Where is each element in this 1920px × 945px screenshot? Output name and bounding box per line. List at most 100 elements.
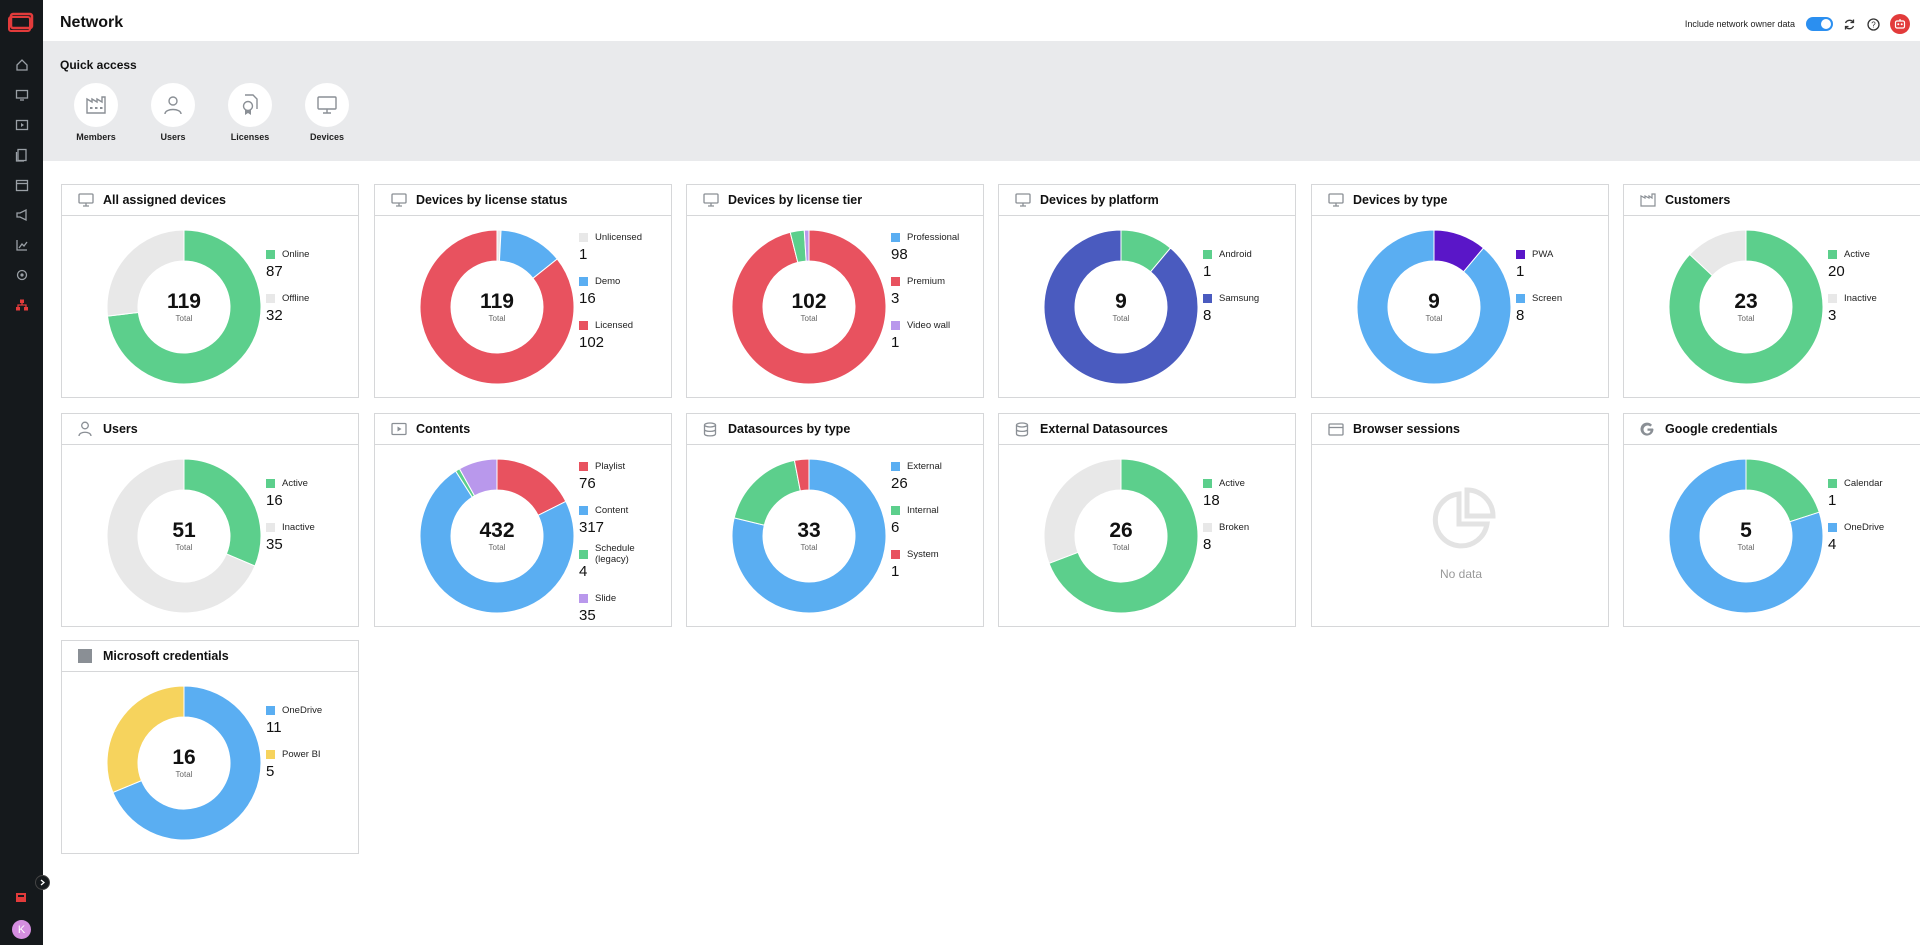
legend-item[interactable]: Active 18	[1203, 476, 1249, 520]
database-icon	[703, 421, 719, 437]
owner-data-toggle[interactable]	[1806, 17, 1833, 31]
widget-card[interactable]: External Datasources 26 Total Active 18 …	[998, 413, 1296, 627]
legend-item[interactable]: Playlist 76	[579, 459, 671, 503]
quick-access-members[interactable]: Members	[66, 83, 126, 142]
donut-segment[interactable]	[1048, 459, 1198, 613]
donut-segment[interactable]	[107, 230, 261, 384]
legend-item[interactable]: PWA 1	[1516, 247, 1562, 291]
network-icon[interactable]	[11, 294, 32, 315]
widget-card[interactable]: Devices by license tier 102 Total Profes…	[686, 184, 984, 398]
quick-access-licenses[interactable]: Licenses	[220, 83, 280, 142]
donut-segment[interactable]	[112, 686, 261, 840]
files-icon[interactable]	[11, 144, 32, 165]
legend-item[interactable]: Android 1	[1203, 247, 1259, 291]
legend-item[interactable]: Calendar 1	[1828, 476, 1884, 520]
legend-item[interactable]: Professional 98	[891, 230, 959, 274]
legend-item[interactable]: Power BI 5	[266, 747, 322, 791]
donut-total: 119	[167, 290, 201, 313]
legend-item[interactable]: Active 16	[266, 476, 315, 520]
legend-item[interactable]: Inactive 3	[1828, 291, 1877, 335]
donut-segment[interactable]	[1044, 230, 1198, 384]
legend-swatch	[891, 276, 900, 286]
legend-item[interactable]: System 1	[891, 547, 942, 591]
donut-segment[interactable]	[1689, 230, 1747, 277]
donut-segment[interactable]	[420, 230, 574, 384]
donut-segment[interactable]	[458, 459, 498, 497]
legend-item[interactable]: Content 317	[579, 503, 671, 547]
legend-item[interactable]: OneDrive 4	[1828, 520, 1884, 564]
donut-segment[interactable]	[107, 686, 185, 794]
donut-segment[interactable]	[1357, 230, 1511, 384]
donut-segment[interactable]	[1745, 459, 1820, 523]
widget-card[interactable]: Datasources by type 33 Total External 26…	[686, 413, 984, 627]
widget-card[interactable]: All assigned devices 119 Total Online 87…	[61, 184, 359, 398]
svg-text:?: ?	[1871, 20, 1876, 29]
refresh-icon[interactable]	[1842, 17, 1857, 32]
help-icon[interactable]: ?	[1866, 17, 1881, 32]
legend-swatch	[266, 705, 275, 715]
donut-segment[interactable]	[732, 230, 886, 384]
legend-item[interactable]: External 26	[891, 459, 942, 503]
legend-item[interactable]: Broken 8	[1203, 520, 1249, 564]
widget-card[interactable]: Google credentials 5 Total Calendar 1 On…	[1623, 413, 1920, 627]
legend-value: 11	[266, 719, 282, 736]
legend-item[interactable]: Inactive 35	[266, 520, 315, 564]
legend-item[interactable]: OneDrive 11	[266, 703, 322, 747]
donut-segment[interactable]	[107, 459, 256, 613]
donut-segment[interactable]	[793, 459, 810, 492]
megaphone-icon[interactable]	[11, 204, 32, 225]
legend-item[interactable]: Licensed 102	[579, 318, 642, 362]
donut-segment[interactable]	[1044, 459, 1122, 564]
widget-card[interactable]: Customers 23 Total Active 20 Inactive 3	[1623, 184, 1920, 398]
play-icon[interactable]	[11, 114, 32, 135]
donut-segment[interactable]	[732, 459, 886, 613]
legend-item[interactable]: Demo 16	[579, 274, 642, 318]
widget-card[interactable]: Contents 432 Total Playlist 76 Content 3…	[374, 413, 672, 627]
quick-access-users[interactable]: Users	[143, 83, 203, 142]
donut-segment[interactable]	[420, 470, 574, 613]
home-icon[interactable]	[11, 54, 32, 75]
legend-label: System	[907, 548, 939, 560]
card-title: Microsoft credentials	[103, 649, 229, 663]
legend-item[interactable]: Active 20	[1828, 247, 1877, 291]
legend-swatch	[1828, 478, 1837, 488]
card-header: Datasources by type	[687, 414, 983, 445]
calendar-icon[interactable]	[11, 174, 32, 195]
legend-label: Professional	[907, 231, 960, 243]
donut-segment[interactable]	[803, 230, 810, 262]
widget-card[interactable]: Devices by platform 9 Total Android 1 Sa…	[998, 184, 1296, 398]
donut-segment[interactable]	[1669, 230, 1823, 384]
legend-item[interactable]: Samsung 8	[1203, 291, 1259, 335]
legend-item[interactable]: Video wall 1	[891, 318, 959, 362]
widget-card[interactable]: Microsoft credentials 16 Total OneDrive …	[61, 640, 359, 854]
monitor-icon[interactable]	[11, 84, 32, 105]
quick-access-devices[interactable]: Devices	[297, 83, 357, 142]
widget-card[interactable]: Users 51 Total Active 16 Inactive 35	[61, 413, 359, 627]
store-icon[interactable]	[14, 890, 28, 904]
widget-card[interactable]: Browser sessions No data	[1311, 413, 1609, 627]
quick-access-title: Quick access	[60, 58, 137, 72]
donut-segment[interactable]	[107, 230, 185, 317]
donut-segment[interactable]	[1669, 459, 1823, 613]
legend-item[interactable]: Unlicensed 1	[579, 230, 642, 274]
chart-icon[interactable]	[11, 234, 32, 255]
legend-value: 20	[1828, 263, 1845, 280]
widget-card[interactable]: Devices by type 9 Total PWA 1 Screen 8	[1311, 184, 1609, 398]
legend-item[interactable]: Premium 3	[891, 274, 959, 318]
user-menu-button[interactable]	[1890, 14, 1910, 34]
legend-item[interactable]: Schedule (legacy) 4	[579, 543, 671, 591]
donut-total: 5	[1740, 519, 1752, 542]
legend-item[interactable]: Screen 8	[1516, 291, 1562, 335]
legend-label: Premium	[907, 275, 946, 287]
sidebar-expand-button[interactable]	[35, 875, 50, 890]
legend-item[interactable]: Slide 35	[579, 591, 671, 635]
app-logo-icon[interactable]	[8, 12, 35, 34]
donut-segment[interactable]	[733, 459, 801, 526]
legend-item[interactable]: Internal 6	[891, 503, 942, 547]
legend-value: 5	[266, 763, 275, 780]
legend-item[interactable]: Online 87	[266, 247, 309, 291]
avatar[interactable]: K	[12, 920, 31, 939]
gear-icon[interactable]	[11, 264, 32, 285]
legend-item[interactable]: Offline 32	[266, 291, 309, 335]
widget-card[interactable]: Devices by license status 119 Total Unli…	[374, 184, 672, 398]
